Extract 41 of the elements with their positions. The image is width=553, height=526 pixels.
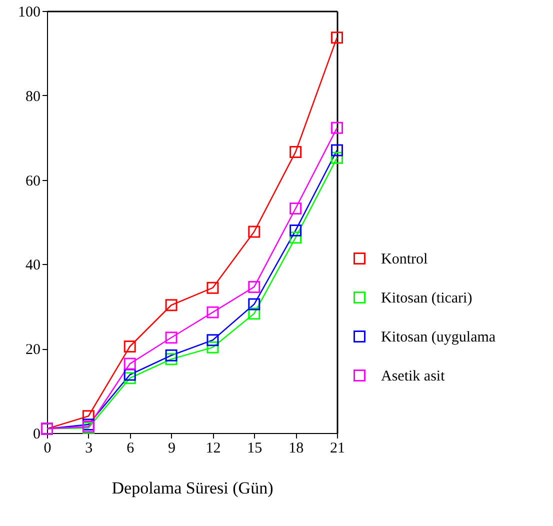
legend-label: Kontrol	[381, 252, 428, 268]
y-tick-label: 60	[26, 173, 40, 190]
x-tick-label: 18	[288, 440, 304, 456]
x-tick-label: 12	[206, 440, 221, 456]
point	[124, 368, 136, 381]
y-tick-label: 40	[26, 258, 40, 274]
x-tick-label: 21	[330, 440, 345, 456]
legend-label: Kitosan (ticari)	[381, 290, 472, 306]
x-tick-label: 9	[168, 440, 176, 456]
y-tick-label: 20	[26, 342, 40, 358]
point	[290, 202, 302, 214]
point	[165, 349, 178, 362]
point	[124, 358, 136, 370]
x-tick-label: 0	[44, 440, 52, 456]
point	[206, 341, 219, 354]
point	[248, 280, 260, 293]
x-tick-label: 6	[126, 440, 135, 456]
legend-label: Kitosan (uygulama	[381, 330, 496, 346]
point	[206, 334, 219, 346]
point	[206, 306, 219, 318]
x-axis-title: Depolama Süresi (Gün)	[112, 478, 274, 498]
point	[206, 282, 219, 294]
x-tick-label: 15	[247, 440, 262, 456]
point	[290, 224, 302, 236]
point	[331, 122, 343, 134]
point	[331, 152, 343, 164]
point	[248, 298, 260, 310]
x-tick-label: 3	[85, 440, 93, 456]
point	[165, 299, 178, 312]
point	[124, 340, 136, 352]
point	[331, 32, 343, 44]
y-tick-label: 100	[18, 4, 40, 20]
point	[290, 232, 302, 244]
legend-label: Asetik asit	[381, 368, 446, 384]
point	[248, 226, 260, 238]
point	[290, 146, 302, 158]
point	[248, 308, 260, 320]
point	[331, 144, 343, 156]
point	[165, 332, 178, 344]
y-tick-label: 0	[33, 426, 40, 442]
y-tick-label: 80	[26, 88, 40, 105]
